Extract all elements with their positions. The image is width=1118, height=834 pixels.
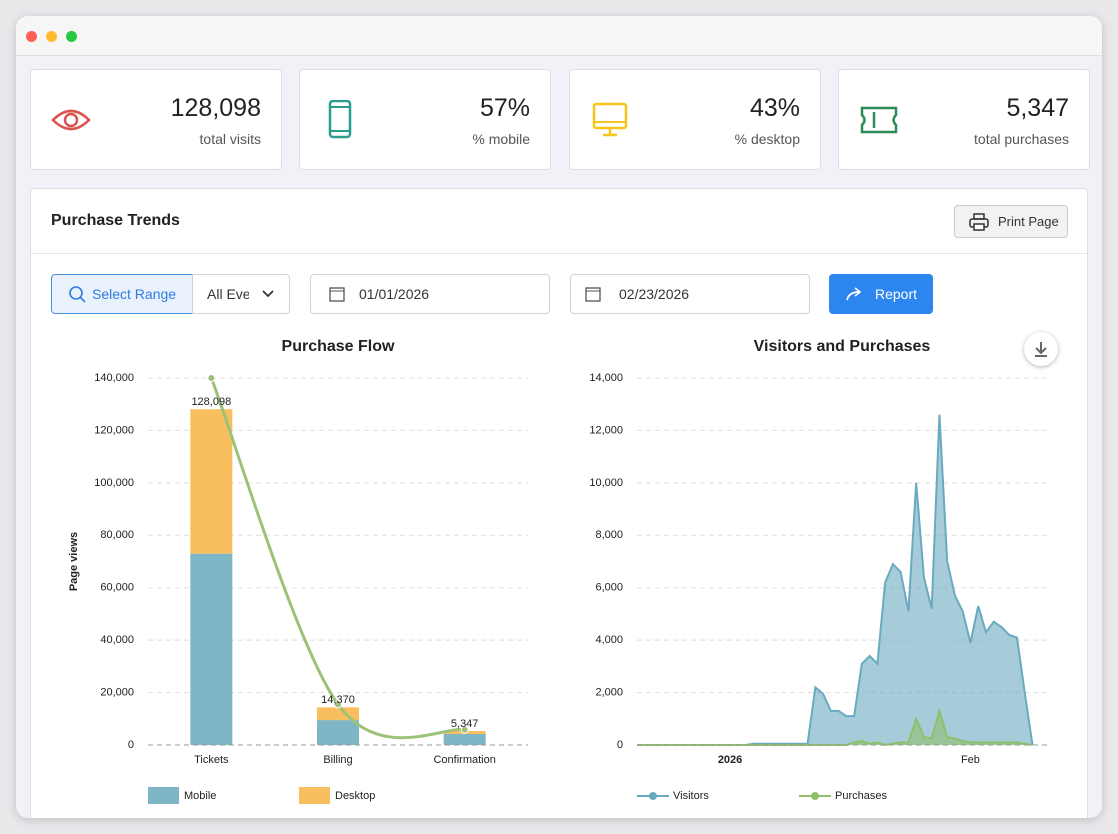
- maximize-dot[interactable]: [66, 31, 77, 42]
- legend-swatch: [299, 787, 330, 804]
- x-tick-label: Feb: [961, 754, 980, 766]
- trend-point: [334, 700, 342, 709]
- bar-segment: [190, 553, 233, 745]
- y-tick-label: 12,000: [589, 424, 623, 436]
- chart-title: Visitors and Purchases: [754, 338, 931, 355]
- eye-icon: [51, 109, 91, 131]
- bar-segment: [443, 733, 486, 745]
- stat-card: 43% % desktop: [569, 69, 821, 170]
- trend-line: [209, 377, 465, 740]
- x-tick-label: 2026: [718, 754, 742, 766]
- legend-label: Visitors: [673, 790, 709, 802]
- y-tick-label: 10,000: [589, 477, 623, 489]
- event-select[interactable]: All Events: [192, 274, 290, 314]
- stat-card: 57% % mobile: [299, 69, 551, 170]
- total-label: 14,370: [321, 694, 355, 706]
- legend-label: Purchases: [835, 790, 887, 802]
- printer-icon: [969, 212, 989, 231]
- legend-label: Mobile: [184, 790, 216, 802]
- select-range-label: Select Range: [92, 286, 177, 302]
- y-tick-label: 14,000: [589, 372, 623, 384]
- y-tick-label: 100,000: [94, 477, 134, 489]
- panel-title: Purchase Trends: [51, 212, 180, 229]
- stat-card: 5,347 total purchases: [838, 69, 1090, 170]
- y-tick-label: 60,000: [100, 582, 134, 594]
- stat-value: 57%: [479, 94, 530, 122]
- report-button[interactable]: Report: [829, 274, 933, 314]
- stat-label: total purchases: [974, 131, 1069, 147]
- y-tick-label: 20,000: [100, 686, 134, 698]
- title-bar: [16, 16, 1102, 56]
- trend-point: [207, 374, 216, 382]
- download-button[interactable]: [1024, 332, 1058, 366]
- stat-label: total visits: [199, 131, 261, 147]
- end-date-input[interactable]: 02/23/2026: [570, 274, 810, 314]
- event-select-label: All Events: [207, 286, 249, 302]
- calendar-icon: [585, 287, 601, 302]
- area-fill: [637, 710, 1033, 745]
- area-fill: [637, 414, 1033, 745]
- stat-label: % desktop: [734, 131, 800, 147]
- report-label: Report: [875, 286, 918, 302]
- start-date: 01/01/2026: [359, 286, 430, 302]
- calendar-icon: [329, 287, 345, 302]
- bar-segment: [317, 707, 359, 721]
- legend-marker: [811, 792, 819, 800]
- legend-marker: [649, 792, 657, 800]
- ticket-icon: [860, 106, 898, 134]
- print-button[interactable]: Print Page: [954, 205, 1068, 238]
- y-tick-label: 0: [128, 739, 134, 751]
- stat-value: 43%: [749, 94, 800, 122]
- divider: [31, 253, 1087, 254]
- y-axis-label: Page views: [68, 532, 80, 591]
- total-label: 5,347: [451, 718, 479, 730]
- start-date-input[interactable]: 01/01/2026: [310, 274, 550, 314]
- charts: Purchase Flow 0 20,000 40,000 60,000 80,000 10…: [68, 338, 1048, 804]
- stat-label: % mobile: [472, 131, 530, 147]
- total-label: 128,098: [191, 396, 231, 408]
- y-tick-label: 0: [617, 739, 623, 751]
- y-tick-label: 120,000: [94, 424, 134, 436]
- stat-value: 128,098: [170, 94, 261, 122]
- y-tick-label: 2,000: [595, 686, 623, 698]
- y-tick-label: 80,000: [100, 529, 134, 541]
- x-tick-label: Tickets: [194, 754, 229, 766]
- legend-label: Desktop: [335, 790, 375, 802]
- y-tick-label: 140,000: [94, 372, 134, 384]
- bar-segment: [190, 409, 233, 554]
- close-dot[interactable]: [26, 31, 37, 42]
- x-tick-label: Billing: [323, 754, 352, 766]
- chart-title: Purchase Flow: [282, 338, 395, 355]
- trend-point: [460, 725, 469, 734]
- print-label: Print Page: [998, 214, 1059, 229]
- chevron-icon: [262, 290, 274, 298]
- x-tick-label: Confirmation: [433, 754, 495, 766]
- stat-card: 128,098 total visits: [30, 69, 282, 170]
- minimize-dot[interactable]: [46, 31, 57, 42]
- download-icon: [1035, 342, 1047, 357]
- share-icon: [846, 287, 862, 301]
- desktop-icon: [592, 102, 628, 137]
- search-icon: [69, 286, 86, 303]
- phone-icon: [328, 100, 352, 139]
- y-tick-label: 6,000: [595, 582, 623, 594]
- bar-segment: [317, 720, 359, 745]
- stat-value: 5,347: [1006, 94, 1069, 122]
- y-tick-label: 8,000: [595, 529, 623, 541]
- select-range-button[interactable]: Select Range: [51, 274, 193, 314]
- browser-window: 128,098 total visits 57% % mobile 43% % …: [16, 16, 1102, 818]
- y-tick-label: 4,000: [595, 634, 623, 646]
- legend-swatch: [148, 787, 179, 804]
- y-tick-label: 40,000: [100, 634, 134, 646]
- end-date: 02/23/2026: [619, 286, 690, 302]
